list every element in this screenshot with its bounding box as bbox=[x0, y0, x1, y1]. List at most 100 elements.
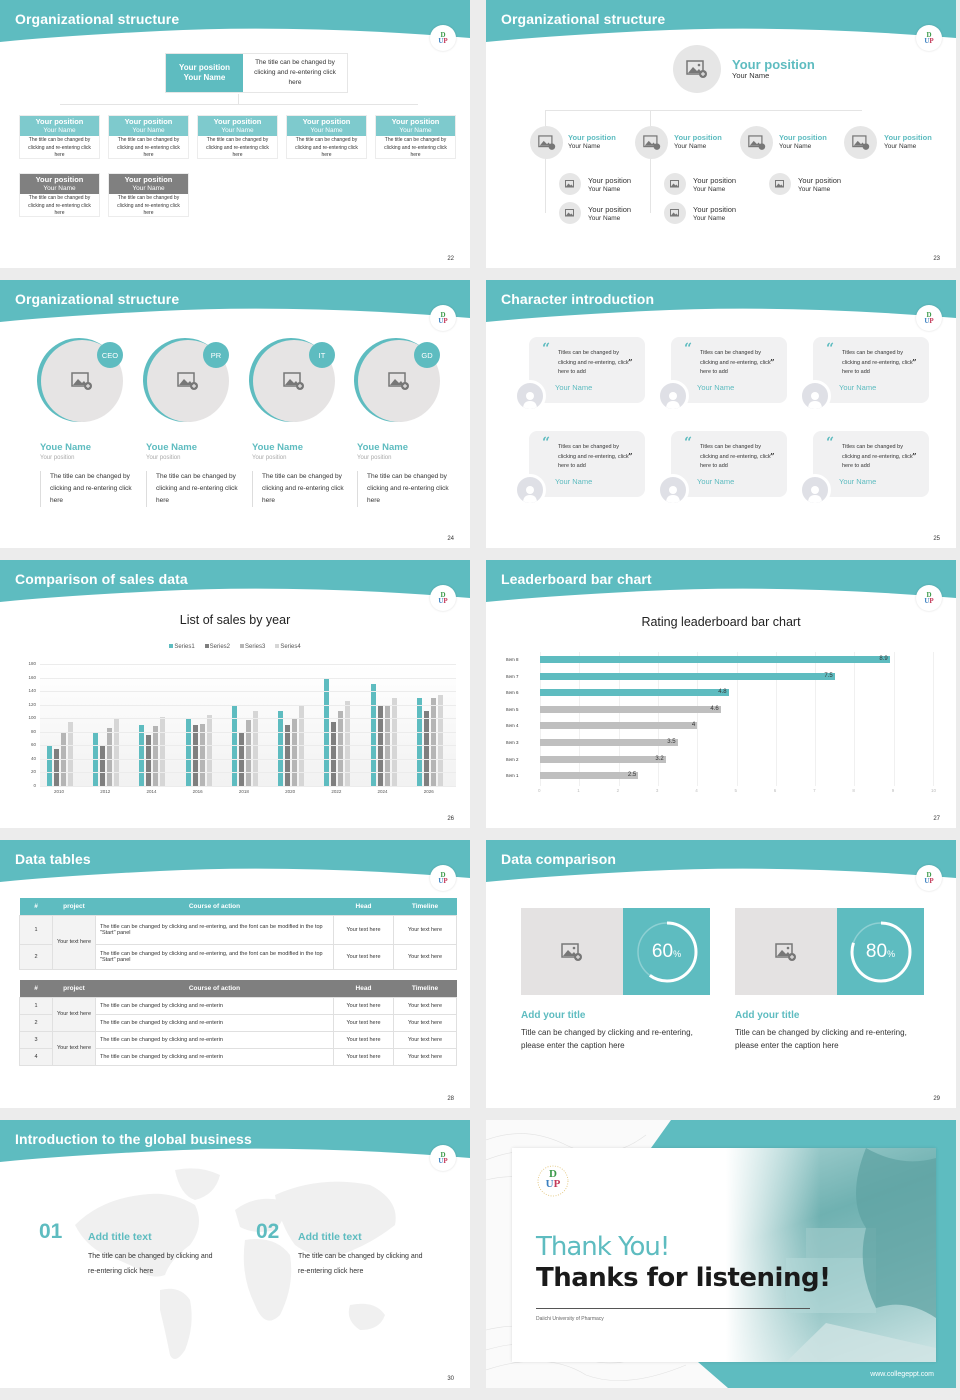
photo-placeholder[interactable] bbox=[521, 908, 623, 995]
top-position: Your position Your Name bbox=[732, 57, 815, 80]
x-tick-label: 1 bbox=[577, 788, 580, 793]
slide-header: Data comparison bbox=[486, 840, 956, 884]
quote-card[interactable]: “ Titles can be changed by clicking and … bbox=[671, 431, 787, 497]
bar: 3.2 bbox=[540, 755, 666, 763]
bar bbox=[437, 694, 443, 786]
bar bbox=[391, 697, 397, 786]
category-label: Item 7 bbox=[506, 673, 519, 679]
y-tick-label: 140 bbox=[28, 688, 36, 694]
thank-you-heading: Thank You! bbox=[536, 1232, 670, 1262]
photo-placeholder[interactable] bbox=[735, 908, 837, 995]
slide-25[interactable]: Character introduction D UP “ Titles can … bbox=[486, 280, 956, 548]
slide-title: Organizational structure bbox=[501, 11, 666, 27]
legend-series3: Series3 bbox=[240, 644, 265, 650]
person-name: Youe Name bbox=[40, 442, 92, 453]
slide-30[interactable]: Introduction to the global business D UP … bbox=[0, 1120, 470, 1388]
bar bbox=[430, 697, 436, 786]
position-item: Your position Your Name bbox=[779, 133, 827, 151]
bar-value-label: 4.6 bbox=[710, 705, 719, 712]
quote-author: Your Name bbox=[555, 383, 593, 392]
quote-card[interactable]: “ Titles can be changed by clicking and … bbox=[529, 337, 645, 403]
x-tick-label: 4 bbox=[695, 788, 698, 793]
item-title: Add your title bbox=[521, 1010, 586, 1021]
photo-placeholder[interactable] bbox=[844, 126, 877, 159]
x-tick-label: 2 bbox=[616, 788, 620, 793]
slide-28[interactable]: Data tables D UP # project Course of acti… bbox=[0, 840, 470, 1108]
bar bbox=[278, 711, 284, 786]
photo-placeholder[interactable] bbox=[559, 202, 581, 224]
campus-photo bbox=[726, 1148, 936, 1362]
quote-text: Titles can be changed by clicking and re… bbox=[700, 444, 771, 469]
slide-title: Introduction to the global business bbox=[15, 1131, 252, 1147]
slide-thank-you[interactable]: D UP Thank You! Thanks for listening! Dai… bbox=[486, 1120, 956, 1388]
item-title: Add title text bbox=[298, 1231, 362, 1243]
gridline bbox=[40, 786, 456, 787]
role-badge: CEO bbox=[97, 342, 123, 368]
photo-placeholder[interactable] bbox=[530, 126, 563, 159]
position-item: Your position Your Name bbox=[568, 133, 616, 151]
connector-line bbox=[545, 110, 862, 111]
quote-text: Titles can be changed by clicking and re… bbox=[842, 350, 913, 375]
slide-24[interactable]: Organizational structure D UP CEO Youe Na… bbox=[0, 280, 470, 548]
photo-placeholder[interactable] bbox=[769, 173, 791, 195]
avatar-icon bbox=[657, 380, 689, 412]
photo-placeholder[interactable] bbox=[664, 173, 686, 195]
bar bbox=[153, 726, 159, 786]
photo-placeholder[interactable] bbox=[673, 45, 721, 93]
slide-26[interactable]: Comparison of sales data D UP List of sal… bbox=[0, 560, 470, 828]
item-title: Add your title bbox=[735, 1010, 800, 1021]
bar bbox=[338, 711, 344, 786]
x-tick-label: 9 bbox=[891, 788, 895, 793]
x-tick-label: 2026 bbox=[423, 789, 434, 794]
org-box[interactable]: Your position Your Name The title can be … bbox=[19, 115, 100, 159]
photo-placeholder[interactable] bbox=[635, 126, 668, 159]
y-tick-label: 100 bbox=[28, 715, 36, 721]
university-name: Daiichi University of Pharmacy bbox=[536, 1316, 604, 1322]
bar bbox=[199, 723, 205, 786]
table-row: 3 Your text here The title can be change… bbox=[19, 1030, 457, 1066]
org-box[interactable]: Your position Your Name The title can be … bbox=[19, 173, 100, 217]
divider bbox=[536, 1308, 810, 1309]
bar: 7.5 bbox=[540, 672, 835, 680]
org-box[interactable]: Your position Your Name The title can be … bbox=[375, 115, 456, 159]
y-tick-label: 120 bbox=[28, 701, 36, 707]
quote-card[interactable]: “ Titles can be changed by clicking and … bbox=[671, 337, 787, 403]
gridline bbox=[775, 652, 777, 786]
slide-23[interactable]: Organizational structure D UP Your positi… bbox=[486, 0, 956, 268]
slide-27[interactable]: Leaderboard bar chart D UP Rating leaderb… bbox=[486, 560, 956, 828]
legend-series1: Series1 bbox=[169, 644, 195, 650]
website-link[interactable]: www.collegeppt.com bbox=[870, 1371, 934, 1378]
quote-card[interactable]: “ Titles can be changed by clicking and … bbox=[813, 337, 929, 403]
photo-placeholder[interactable] bbox=[664, 202, 686, 224]
org-box[interactable]: Your position Your Name The title can be … bbox=[108, 173, 189, 217]
bar bbox=[331, 721, 337, 786]
category-label: Item 2 bbox=[506, 756, 519, 762]
org-box[interactable]: Your position Your Name The title can be … bbox=[286, 115, 367, 159]
photo-placeholder[interactable] bbox=[740, 126, 773, 159]
role-badge: IT bbox=[309, 342, 335, 368]
gridline bbox=[933, 652, 934, 786]
person-name: Youe Name bbox=[252, 442, 304, 453]
bar bbox=[206, 714, 212, 786]
slide-29[interactable]: Data comparison D UP 60% Add your title T… bbox=[486, 840, 956, 1108]
category-label: Item 1 bbox=[506, 773, 519, 779]
org-box[interactable]: Your position Your Name The title can be … bbox=[108, 115, 189, 159]
photo-placeholder[interactable] bbox=[559, 173, 581, 195]
quote-card[interactable]: “ Titles can be changed by clicking and … bbox=[529, 431, 645, 497]
org-box[interactable]: Your position Your Name The title can be … bbox=[197, 115, 278, 159]
bar bbox=[146, 735, 152, 786]
x-tick-label: 2014 bbox=[146, 789, 157, 794]
bar bbox=[285, 725, 291, 786]
gridline bbox=[40, 745, 456, 747]
progress-ring-60: 60% bbox=[623, 908, 710, 995]
y-tick-label: 40 bbox=[30, 755, 36, 761]
slide-22[interactable]: Organizational structure D UP Your positi… bbox=[0, 0, 470, 268]
bar bbox=[68, 721, 73, 786]
quote-card[interactable]: “ Titles can be changed by clicking and … bbox=[813, 431, 929, 497]
org-top-box[interactable]: Your position Your Name The title can be … bbox=[165, 53, 348, 93]
x-tick-label: 5 bbox=[734, 788, 738, 793]
person-name: Youe Name bbox=[146, 442, 198, 453]
quote-text: Titles can be changed by clicking and re… bbox=[842, 444, 913, 469]
category-label: Item 6 bbox=[506, 690, 519, 696]
x-tick-label: 7 bbox=[813, 788, 816, 793]
